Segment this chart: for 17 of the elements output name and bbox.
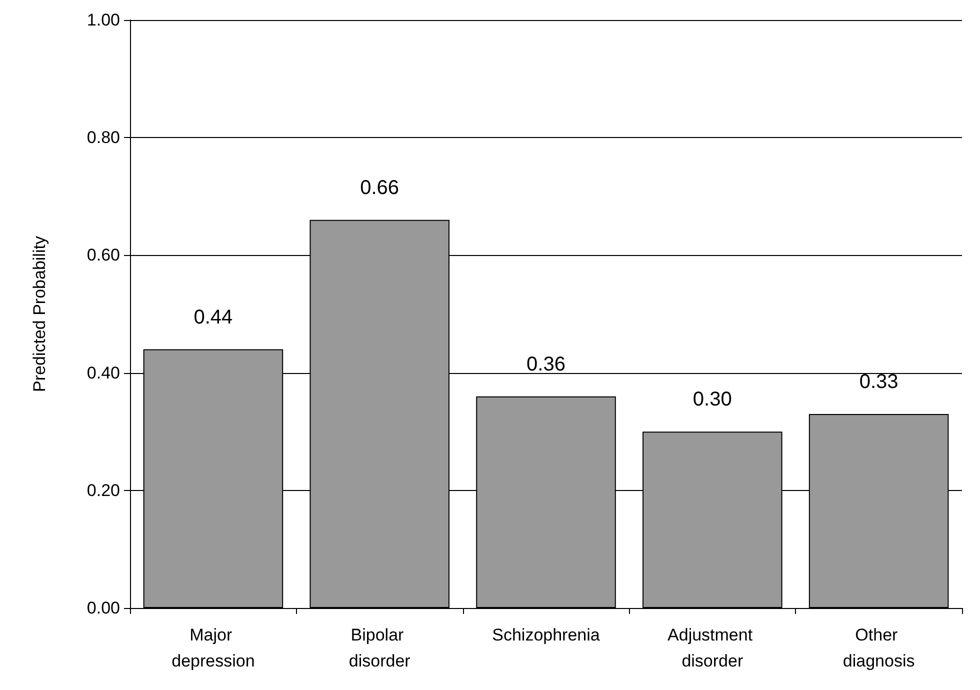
x-tick-label: Adjustment disorder (668, 626, 758, 670)
y-tick-label: 0.80 (86, 128, 120, 148)
y-tick-label: 0.60 (86, 246, 120, 265)
y-tick-label: 0.00 (86, 598, 120, 618)
x-tick-label: Major depression (172, 626, 255, 670)
data-label: 0.30 (692, 388, 732, 411)
data-label: 0.33 (859, 370, 898, 393)
x-tick-label: Other diagnosis (842, 626, 915, 670)
y-axis-title: Predicted Probability (30, 236, 49, 392)
x-tick-label: Schizophrenia (492, 626, 600, 644)
x-tick-label: Bipolar disorder (348, 626, 411, 670)
data-label: 0.36 (526, 353, 566, 376)
y-tick-label: 0.20 (86, 480, 120, 500)
y-tick-label: 1.00 (86, 10, 120, 30)
y-tick-label: 0.40 (86, 363, 120, 382)
data-label: 0.66 (360, 176, 400, 199)
data-label: 0.44 (194, 306, 233, 328)
